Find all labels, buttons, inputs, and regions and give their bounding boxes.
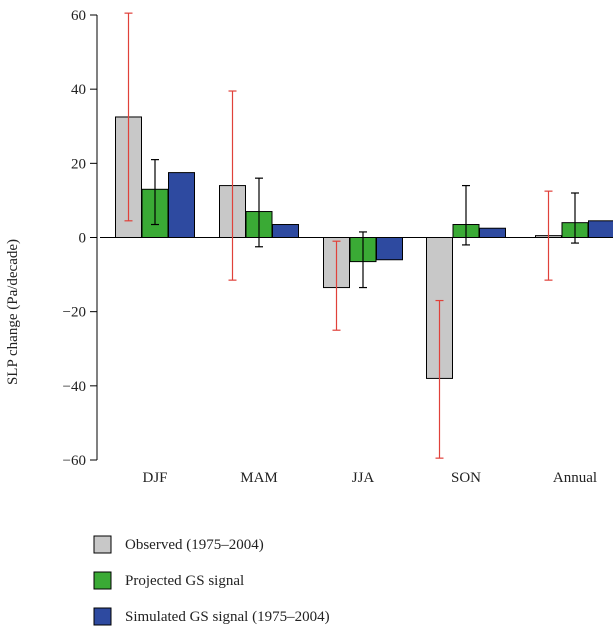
- y-tick-label: 60: [71, 8, 86, 24]
- y-tick-label: −20: [63, 305, 86, 321]
- category-label: MAM: [240, 470, 278, 486]
- y-tick-label: −40: [63, 379, 86, 395]
- bar-annual-series-3: [588, 220, 613, 238]
- legend: Observed (1975–2004) Projected GS signal S…: [93, 535, 330, 626]
- y-tick-label: 40: [71, 82, 86, 98]
- y-tick-label: 0: [79, 231, 87, 247]
- y-axis-label: SLP change (Pa/decade): [5, 239, 21, 385]
- bar-jja-series-3: [376, 237, 403, 261]
- y-axis: 60 40 20 0 −20 −40 −60: [63, 8, 98, 469]
- bar-son-series-3: [479, 227, 506, 239]
- bar-mam-series-3: [272, 224, 299, 238]
- category-label: JJA: [352, 470, 375, 486]
- y-tick-label: −60: [63, 453, 86, 469]
- legend-swatch: [93, 535, 112, 554]
- legend-swatch: [93, 607, 112, 626]
- error-bars: [124, 12, 579, 459]
- category-label: Annual: [553, 470, 597, 486]
- category-label: DJF: [142, 470, 167, 486]
- bars: [115, 116, 613, 379]
- legend-label: Observed (1975–2004): [125, 537, 264, 553]
- y-tick-label: 20: [71, 156, 86, 172]
- category-label: SON: [451, 470, 481, 486]
- legend-label: Simulated GS signal (1975–2004): [125, 609, 330, 625]
- legend-swatch: [93, 571, 112, 590]
- category-labels: DJF MAM JJA SON Annual: [142, 470, 597, 486]
- legend-label: Projected GS signal: [125, 573, 244, 589]
- bar-djf-series-3: [168, 172, 195, 239]
